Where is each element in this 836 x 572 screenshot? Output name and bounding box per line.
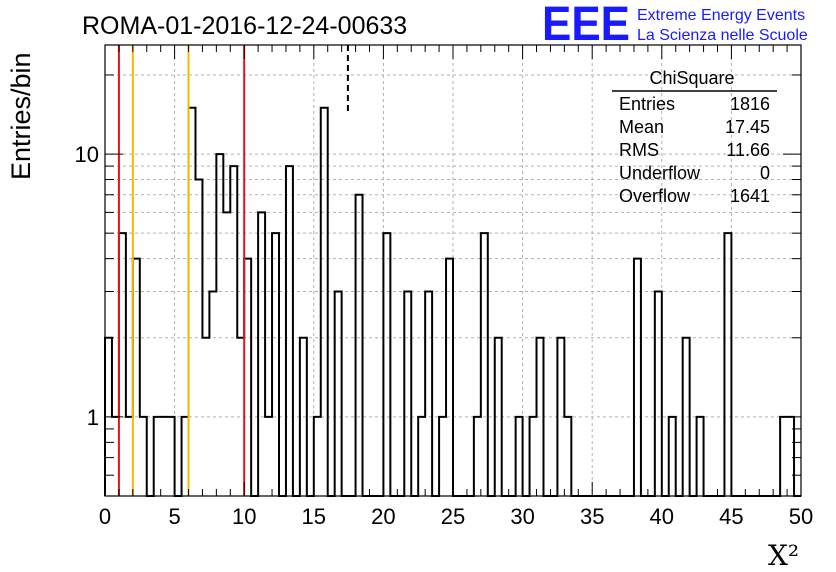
logo-acronym: EEE [542, 0, 630, 51]
histogram-bin [655, 291, 662, 496]
histogram-bin [119, 233, 126, 496]
x-tick-label: 30 [510, 504, 534, 529]
logo-line1: Extreme Energy Events [637, 7, 805, 24]
histogram-bin [356, 195, 363, 496]
histogram-bin [195, 180, 202, 496]
y-tick-labels: 1 10 [75, 142, 99, 430]
histogram-bin [300, 338, 307, 496]
stats-label: Mean [619, 117, 664, 137]
histogram-bin [530, 417, 537, 496]
histogram-bin [495, 338, 502, 496]
histogram-bin [425, 291, 432, 496]
histogram-bin [564, 417, 571, 496]
histogram-bin [126, 417, 133, 496]
histogram-bin [182, 417, 189, 496]
stats-value: 1816 [730, 94, 770, 114]
stats-label: Entries [619, 94, 675, 114]
histogram-bin [418, 417, 425, 496]
histogram-bin [154, 417, 161, 496]
y-axis-title: Entries/bin [6, 52, 36, 180]
histogram-bin [133, 259, 140, 496]
histogram-bin [237, 338, 244, 496]
stats-label: Overflow [619, 186, 691, 206]
x-tick-labels: 0 5 10 15 20 25 30 35 40 45 50 [99, 504, 813, 529]
stats-box: ChiSquare Entries 1816 Mean 17.45 RMS 11.66 Un… [612, 68, 777, 206]
stats-value: 1641 [730, 186, 770, 206]
stats-label: RMS [619, 140, 659, 160]
histogram-bin [321, 108, 328, 496]
histogram-bin [223, 212, 230, 496]
stats-title: ChiSquare [649, 68, 734, 88]
histogram-outline [104, 106, 801, 497]
x-tick-label: 45 [719, 504, 743, 529]
histogram-bin [216, 154, 223, 496]
histogram [104, 106, 801, 497]
x-tick-label: 20 [371, 504, 395, 529]
histogram-bin [140, 417, 147, 496]
histogram-bin [780, 417, 787, 496]
histogram-bin [189, 108, 196, 496]
x-tick-label: 5 [168, 504, 180, 529]
x-tick-label: 15 [302, 504, 326, 529]
x-tick-label: 0 [99, 504, 111, 529]
histogram-bin [481, 233, 488, 496]
histogram-bin [168, 417, 175, 496]
histogram-bin [439, 417, 446, 496]
histogram-bin [669, 417, 676, 496]
logo-line2: La Scienza nelle Scuole [637, 27, 808, 44]
histogram-bin [634, 259, 641, 496]
eee-logo: EEE Extreme Energy Events La Scienza nel… [542, 0, 808, 51]
histogram-bin [244, 259, 251, 496]
x-tick-label: 35 [580, 504, 604, 529]
histogram-bin [537, 338, 544, 496]
histogram-bin [383, 233, 390, 496]
histogram-bin [161, 417, 168, 496]
stats-value: 17.45 [725, 117, 770, 137]
chart-title: ROMA-01-2016-12-24-00633 [82, 12, 407, 40]
stats-label: Underflow [619, 163, 701, 183]
histogram-bin [724, 233, 731, 496]
stats-rows: Entries 1816 Mean 17.45 RMS 11.66 Underflow 0 Ov… [619, 94, 770, 206]
y-tick-label: 1 [87, 405, 99, 430]
x-tick-label: 50 [789, 504, 813, 529]
histogram-bin [286, 166, 293, 496]
x-axis-title: X² [768, 539, 799, 572]
histogram-bin [314, 417, 321, 496]
x-tick-label: 40 [650, 504, 674, 529]
histogram-bin [209, 291, 216, 496]
axis-ticks [104, 45, 802, 497]
histogram-bin [258, 212, 265, 496]
histogram-bin [265, 417, 272, 496]
histogram-bin [272, 233, 279, 496]
reference-lines [117, 45, 349, 496]
histogram-bin [446, 259, 453, 496]
histogram-bin [557, 338, 564, 496]
stats-value: 0 [760, 163, 770, 183]
histogram-bin [404, 291, 411, 496]
histogram-bin [202, 338, 209, 496]
y-tick-label: 10 [75, 142, 99, 167]
x-tick-label: 10 [232, 504, 256, 529]
stats-value: 11.66 [726, 140, 770, 160]
histogram-bin [335, 291, 342, 496]
histogram-bin [474, 417, 481, 496]
histogram-bin [516, 417, 523, 496]
histogram-bin [683, 338, 690, 496]
histogram-bin [230, 166, 237, 496]
histogram-bin [697, 417, 704, 496]
x-tick-label: 25 [441, 504, 465, 529]
